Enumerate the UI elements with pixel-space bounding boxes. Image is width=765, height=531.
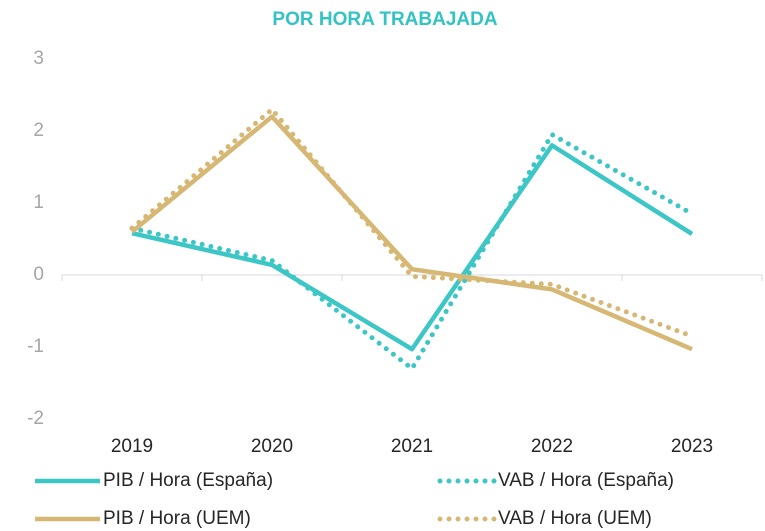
series-line [129,131,695,373]
x-tick-label: 2020 [251,436,293,457]
x-tick-label: 2022 [531,436,573,457]
legend-label: VAB / Hora (España) [498,470,674,491]
series-line [130,114,693,352]
y-tick-label: 2 [33,120,44,141]
series-line [131,143,694,352]
legend-label: PIB / Hora (UEM) [103,508,251,529]
y-tick-label: -2 [27,408,44,429]
x-tick-label: 2019 [111,436,153,457]
legend-label: VAB / Hora (UEM) [498,508,652,529]
legend-label: PIB / Hora (España) [103,470,273,491]
series-line [129,105,695,339]
y-tick-label: 1 [33,192,44,213]
x-tick-label: 2021 [391,436,433,457]
chart-title: POR HORA TRABAJADA [272,9,497,30]
y-tick-label: -1 [27,336,44,357]
x-tick-label: 2023 [671,436,713,457]
y-tick-label: 3 [33,48,44,69]
y-tick-label: 0 [33,264,44,285]
